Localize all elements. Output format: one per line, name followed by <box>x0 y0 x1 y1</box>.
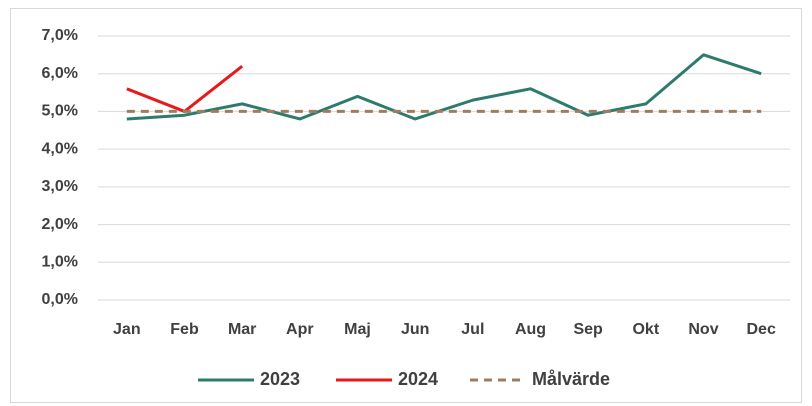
y-tick-label: 2,0% <box>42 216 78 233</box>
y-tick-label: 0,0% <box>42 291 78 308</box>
x-tick-label: Aug <box>515 321 546 338</box>
x-tick-label: Jun <box>401 321 429 338</box>
y-tick-label: 1,0% <box>42 254 78 271</box>
x-tick-label: Apr <box>286 321 314 338</box>
x-tick-label: Feb <box>170 321 199 338</box>
legend-label: 2023 <box>260 369 300 389</box>
y-tick-label: 7,0% <box>42 27 78 44</box>
x-tick-label: Nov <box>688 321 718 338</box>
x-tick-label: Maj <box>344 321 371 338</box>
y-tick-label: 5,0% <box>42 103 78 120</box>
chart-frame <box>10 8 802 403</box>
x-tick-label: Jul <box>461 321 484 338</box>
x-tick-label: Mar <box>228 321 256 338</box>
x-tick-label: Dec <box>746 321 775 338</box>
x-tick-label: Sep <box>573 321 603 338</box>
y-tick-label: 3,0% <box>42 178 78 195</box>
y-tick-label: 4,0% <box>42 140 78 157</box>
series-line <box>126 53 762 121</box>
x-tick-label: Okt <box>632 321 659 338</box>
x-tick-label: Jan <box>113 321 141 338</box>
y-tick-label: 6,0% <box>42 65 78 82</box>
legend-label: Målvärde <box>532 369 610 389</box>
legend-label: 2024 <box>398 369 438 389</box>
